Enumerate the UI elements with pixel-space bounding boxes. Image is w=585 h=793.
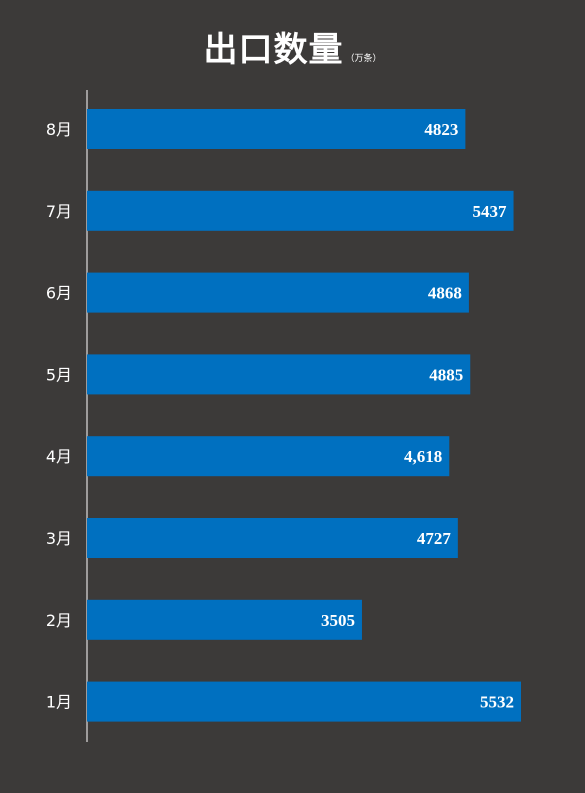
bar — [87, 109, 466, 149]
data-label: 5437 — [473, 202, 508, 221]
data-label: 4823 — [424, 120, 458, 139]
data-label: 4,618 — [404, 447, 442, 466]
category-tick-label: 2月 — [46, 611, 72, 630]
bar — [87, 518, 458, 558]
bar — [87, 272, 469, 313]
category-tick-label: 3月 — [46, 529, 72, 548]
chart-title: 出口数量 （万条） — [0, 22, 585, 71]
bar — [87, 354, 471, 395]
category-tick-label: 8月 — [46, 120, 72, 139]
data-label: 5532 — [480, 693, 514, 712]
data-label: 4727 — [417, 529, 452, 548]
bar — [87, 436, 450, 477]
chart-unit: （万条） — [345, 54, 382, 64]
chart-title-text: 出口数量 — [203, 30, 344, 70]
data-label: 3505 — [321, 611, 355, 630]
category-tick-label: 4月 — [46, 447, 72, 466]
category-tick-label: 1月 — [46, 693, 72, 712]
bar — [87, 681, 521, 722]
category-tick-label: 7月 — [46, 202, 72, 221]
data-label: 4868 — [428, 284, 462, 303]
category-tick-label: 5月 — [46, 365, 72, 384]
bar — [87, 190, 514, 231]
bar — [87, 599, 362, 640]
data-label: 4885 — [429, 365, 463, 384]
category-tick-label: 6月 — [46, 284, 72, 303]
